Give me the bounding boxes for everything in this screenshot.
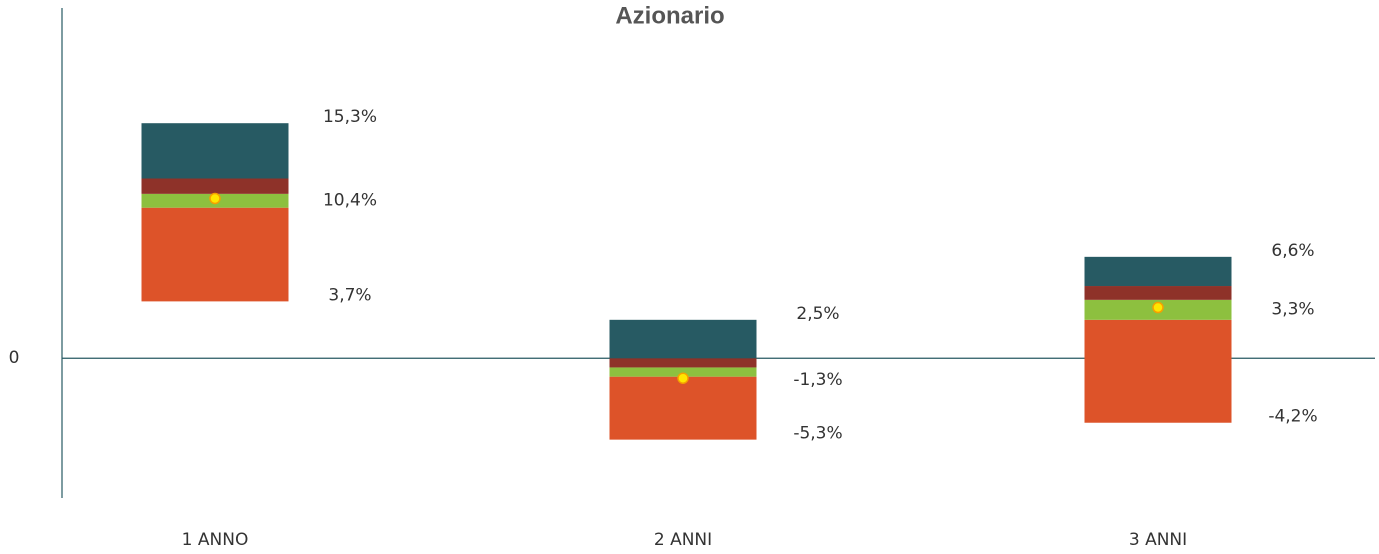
high-label: 2,5% <box>796 304 839 324</box>
median-label: -1,3% <box>793 370 842 390</box>
low-label: -4,2% <box>1268 407 1317 427</box>
bar-segment <box>609 319 757 359</box>
x-tick-label: 3 ANNI <box>1129 530 1187 550</box>
median-dot <box>1152 301 1164 314</box>
low-label: 3,7% <box>328 285 371 305</box>
bar-segment <box>141 178 289 194</box>
bar-segment <box>609 376 757 440</box>
high-label: 6,6% <box>1271 241 1314 261</box>
bar-segment <box>141 207 289 302</box>
bar-segment <box>1084 286 1232 300</box>
median-label: 3,3% <box>1271 300 1314 320</box>
median-dot <box>677 372 689 384</box>
low-label: -5,3% <box>793 424 842 444</box>
x-tick-label: 2 ANNI <box>654 530 712 550</box>
bar-segment <box>609 358 757 368</box>
bar-segment <box>1084 319 1232 423</box>
chart-title: Azionario <box>615 2 724 29</box>
bar-segment <box>609 367 757 377</box>
median-label: 10,4% <box>323 190 377 210</box>
bar-segment <box>141 123 289 179</box>
high-label: 15,3% <box>323 107 377 127</box>
y-tick-label: 0 <box>9 348 20 368</box>
median-dot <box>209 192 221 205</box>
bar-segment <box>1084 256 1232 287</box>
x-tick-label: 1 ANNO <box>182 530 249 550</box>
